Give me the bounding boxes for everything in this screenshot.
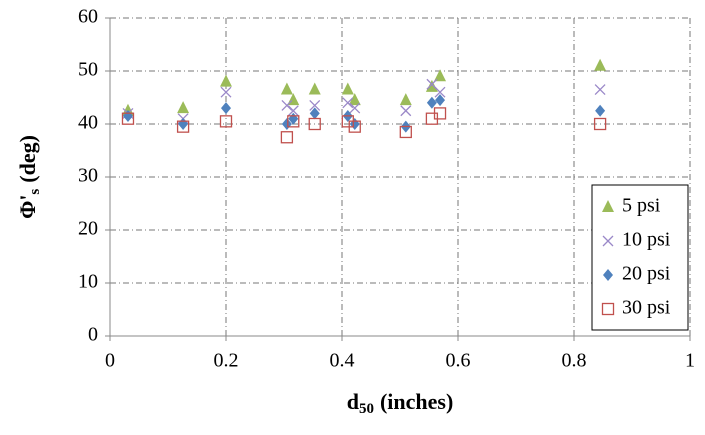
y-tick-label: 40 <box>78 112 98 134</box>
point <box>341 82 354 95</box>
x-tick-label: 0.8 <box>562 350 587 372</box>
point <box>594 58 607 71</box>
point <box>220 74 232 87</box>
point <box>433 107 447 120</box>
legend-marker <box>603 269 613 281</box>
point <box>280 131 294 144</box>
legend-label: 10 psi <box>622 229 671 251</box>
point <box>348 93 361 106</box>
point <box>434 69 447 82</box>
point <box>349 118 360 130</box>
y-label-part: (deg) <box>15 135 40 183</box>
point <box>400 105 412 117</box>
point <box>594 84 606 96</box>
y-label-sub: s <box>27 189 43 195</box>
legend-label: 30 psi <box>622 297 671 319</box>
point <box>435 94 446 107</box>
point <box>219 115 233 128</box>
y-label-part: Φ' <box>15 195 40 219</box>
point <box>309 107 320 120</box>
point <box>425 79 438 92</box>
point <box>399 93 412 106</box>
point <box>178 118 189 130</box>
legend-label: 5 psi <box>622 195 661 217</box>
point <box>595 104 606 117</box>
point <box>308 82 321 95</box>
point <box>281 99 293 111</box>
x-label-part: (inches) <box>380 389 453 414</box>
point <box>287 105 299 117</box>
point <box>177 101 190 114</box>
point <box>308 117 321 131</box>
point <box>434 86 446 98</box>
x-tick-label: 1 <box>685 350 695 372</box>
point <box>399 125 412 139</box>
legend-marker <box>601 302 615 316</box>
legend-marker <box>602 200 614 212</box>
point <box>593 117 607 131</box>
y-tick-label: 30 <box>78 165 98 187</box>
x-label-part: d <box>347 389 359 414</box>
y-tick-label: 10 <box>78 271 98 293</box>
x-axis-label: d50 (inches) <box>347 389 454 417</box>
x-tick-label: 0.6 <box>446 350 471 372</box>
y-tick-label: 60 <box>78 6 98 28</box>
legend-label: 20 psi <box>622 263 671 285</box>
point <box>176 120 190 133</box>
point <box>349 102 361 114</box>
x-tick-label: 0.4 <box>330 350 355 372</box>
point <box>342 97 354 109</box>
point <box>121 112 135 125</box>
point <box>309 99 321 111</box>
x-tick-label: 0.2 <box>214 350 239 372</box>
legend-marker <box>602 235 614 247</box>
y-tick-label: 20 <box>78 218 98 240</box>
point <box>221 102 231 115</box>
x-tick-label: 0 <box>105 350 115 372</box>
point <box>348 120 361 133</box>
y-tick-label: 50 <box>78 59 98 81</box>
point <box>220 86 232 98</box>
point <box>280 82 293 95</box>
y-axis-label: Φ's (deg) <box>15 135 43 219</box>
point <box>426 96 437 109</box>
point <box>287 115 300 128</box>
y-tick-label: 0 <box>88 324 98 346</box>
x-label-sub: 50 <box>359 401 374 417</box>
